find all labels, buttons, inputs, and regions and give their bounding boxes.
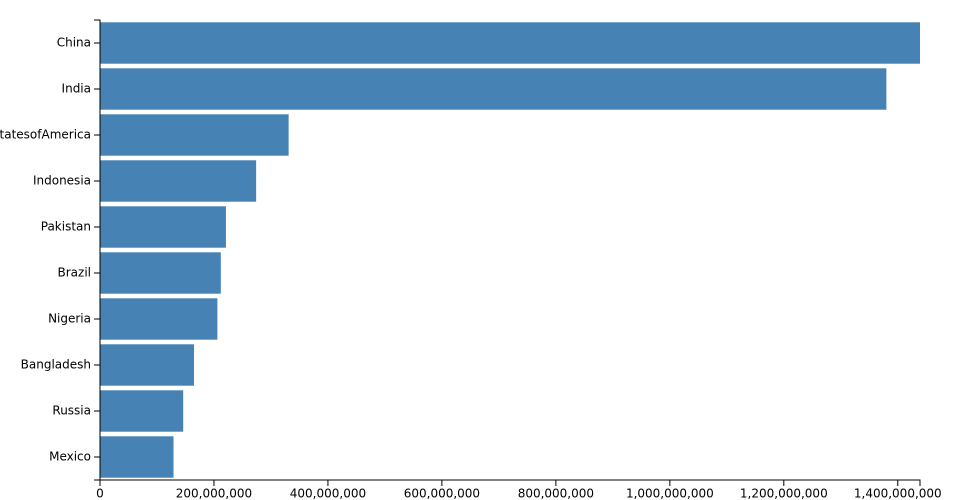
x-tick-label: 200,000,000 bbox=[176, 487, 252, 500]
bar bbox=[100, 160, 257, 202]
y-tick-label: Indonesia bbox=[33, 174, 91, 188]
x-tick-label: 400,000,000 bbox=[290, 487, 366, 500]
bar bbox=[100, 114, 289, 156]
bar bbox=[100, 344, 195, 386]
bar bbox=[100, 390, 184, 432]
x-tick-label: 0 bbox=[96, 487, 104, 500]
y-tick-label: Pakistan bbox=[41, 220, 91, 234]
y-tick-label: Nigeria bbox=[48, 312, 91, 326]
y-tick-label: Brazil bbox=[58, 266, 92, 280]
y-tick-label: UnitedStatesofAmerica bbox=[0, 128, 91, 142]
bar bbox=[100, 298, 218, 340]
bar bbox=[100, 22, 920, 64]
y-tick-label: Bangladesh bbox=[21, 358, 91, 372]
x-tick-label: 600,000,000 bbox=[404, 487, 480, 500]
bar bbox=[100, 206, 226, 248]
bar bbox=[100, 68, 887, 110]
x-tick-label: 800,000,000 bbox=[518, 487, 594, 500]
x-axis-line bbox=[99, 479, 921, 486]
y-tick-label: India bbox=[62, 82, 91, 96]
y-tick-label: China bbox=[57, 36, 91, 50]
y-axis-line bbox=[94, 19, 101, 481]
y-tick-label: Russia bbox=[52, 404, 91, 418]
bar bbox=[100, 252, 221, 294]
x-tick-label: 1,400,000,000 bbox=[854, 487, 942, 500]
y-tick-label: Mexico bbox=[49, 450, 91, 464]
x-tick-label: 1,000,000,000 bbox=[626, 487, 714, 500]
bar bbox=[100, 436, 174, 478]
x-tick-label: 1,200,000,000 bbox=[740, 487, 828, 500]
